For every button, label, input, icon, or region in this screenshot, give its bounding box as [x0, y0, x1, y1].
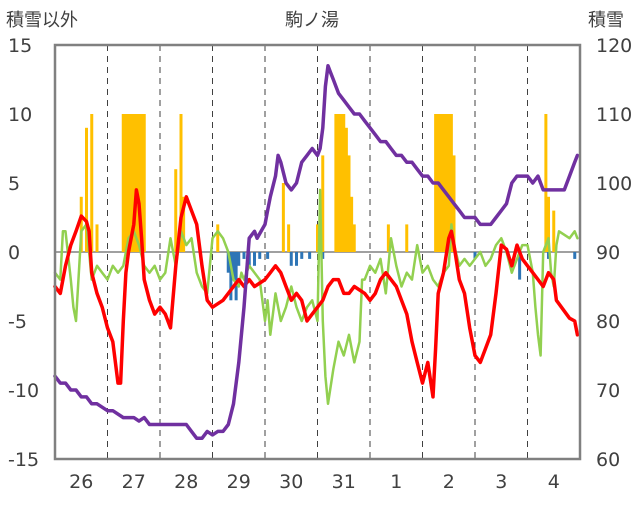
x-tick-label: 4 — [548, 471, 560, 493]
snow-depth-line — [53, 63, 580, 441]
precip-bar — [281, 183, 285, 252]
precip-bar — [316, 224, 319, 252]
y-right-tick-label: 90 — [596, 242, 620, 264]
precip-bar — [350, 196, 354, 252]
precip-bar — [127, 114, 130, 252]
precip-bar — [547, 196, 550, 252]
precip-bar — [347, 155, 351, 252]
precip-bar — [442, 114, 445, 252]
precip-bar — [129, 114, 133, 252]
y-left-tick-label: 10 — [8, 104, 32, 126]
y-right-tick-label: 70 — [596, 380, 620, 402]
snowfall-bar — [300, 252, 304, 259]
precip-bar — [140, 114, 144, 252]
y-left-tick-label: 5 — [8, 173, 20, 195]
y-left-tick-label: 0 — [8, 242, 20, 264]
precip-bar — [134, 114, 138, 252]
precip-bar — [552, 210, 556, 252]
chart-title: 駒ノ湯 — [285, 10, 339, 31]
precip-bar — [137, 114, 141, 252]
snowfall-bar — [258, 252, 262, 259]
y-left-tick-label: -10 — [8, 380, 39, 402]
precip-bar — [132, 114, 136, 252]
x-tick-label: 1 — [390, 471, 402, 493]
precip-bar — [182, 196, 186, 252]
snowfall-bar — [242, 252, 246, 259]
x-tick-label: 2 — [443, 471, 455, 493]
precip-bar — [142, 114, 146, 252]
precip-bar — [85, 127, 88, 252]
snowfall-bar — [573, 252, 577, 259]
precip-bar — [444, 114, 448, 252]
precip-bar — [90, 114, 94, 252]
precip-bar — [124, 114, 128, 252]
snowfall-bar — [289, 252, 293, 266]
precip-bar — [405, 224, 409, 252]
precip-bar — [216, 224, 220, 252]
precip-bar — [447, 114, 451, 252]
right-axis-label: 積雪 — [588, 10, 624, 31]
precip-bar — [174, 169, 178, 252]
snowfall-bar — [232, 252, 235, 280]
snowfall-bar — [321, 252, 325, 259]
y-right-tick-label: 120 — [596, 35, 632, 57]
plot-border — [53, 43, 582, 461]
precip-bar — [439, 114, 443, 252]
snowfall-bar — [266, 252, 270, 259]
snowfall-bar — [253, 252, 256, 266]
precip-bar — [179, 114, 183, 252]
y-right-tick-label: 80 — [596, 311, 620, 333]
x-tick-label: 28 — [174, 471, 198, 493]
precip-bar — [95, 224, 99, 252]
precip-bar — [352, 224, 356, 252]
precip-bar — [79, 196, 83, 252]
snowfall-bar — [237, 252, 241, 266]
precip-bar — [386, 224, 390, 252]
y-right-tick-label: 110 — [596, 104, 632, 126]
snowfall-bar — [518, 252, 522, 280]
precip-bar — [344, 127, 348, 252]
snowfall-bar — [229, 252, 233, 301]
precip-bar — [339, 114, 343, 252]
x-tick-label: 31 — [332, 471, 356, 493]
precip-bar — [449, 114, 453, 252]
y-right-tick-label: 60 — [596, 449, 620, 471]
y-left-tick-label: 15 — [8, 35, 32, 57]
precip-bar — [544, 114, 548, 252]
snowfall-bar — [473, 252, 477, 259]
y-left-tick-label: -15 — [8, 449, 39, 471]
snowfall-bar — [234, 252, 238, 301]
x-tick-label: 30 — [279, 471, 303, 493]
x-tick-label: 26 — [69, 471, 93, 493]
precip-bar — [287, 224, 291, 252]
wind-line — [53, 188, 579, 406]
x-tick-label: 29 — [227, 471, 251, 493]
precip-bar — [337, 114, 340, 252]
plot-frame — [53, 43, 582, 461]
x-tick-label: 27 — [122, 471, 146, 493]
x-tick-label: 3 — [495, 471, 507, 493]
tick-labels: -15 -10 -5 0 5 10 15 60 70 80 90 100 110 120 26 27 28 29 3… — [8, 35, 632, 493]
precip-bar — [321, 155, 325, 252]
precip-bar — [342, 114, 346, 252]
y-right-tick-label: 100 — [596, 173, 632, 195]
precip-bar — [334, 114, 338, 252]
y-left-tick-label: -5 — [8, 311, 27, 333]
line-layer — [53, 63, 580, 441]
snowfall-bar — [295, 252, 298, 266]
snowfall-bar — [308, 252, 312, 259]
snowfall-bar — [226, 252, 230, 273]
precip-bar — [121, 114, 125, 252]
left-axis-label: 積雪以外 — [6, 10, 78, 31]
temperature-line — [53, 188, 580, 399]
snowfall-bar — [547, 252, 550, 259]
